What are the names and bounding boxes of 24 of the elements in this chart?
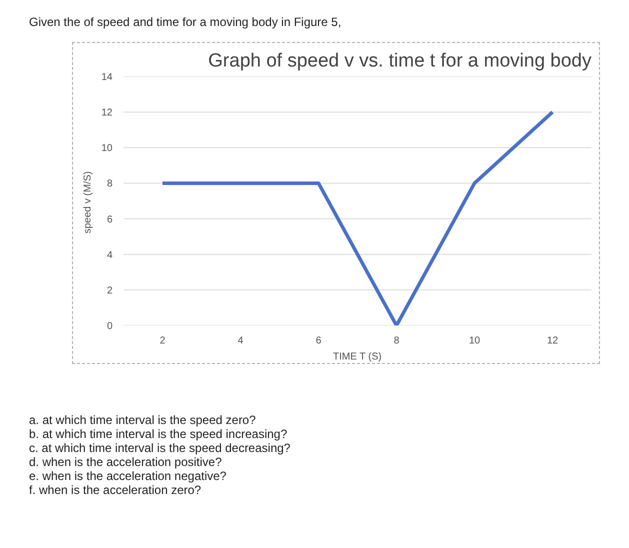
chart-title: Graph of speed v vs. time t for a moving body bbox=[208, 50, 592, 72]
x-tick-label: 12 bbox=[546, 336, 558, 346]
y-tick-label: 4 bbox=[106, 250, 113, 261]
text: e. when is the acceleration negative? bbox=[29, 469, 226, 483]
x-tick-label: 10 bbox=[468, 336, 480, 346]
x-tick-label: 8 bbox=[394, 336, 400, 346]
x-axis-title: TIME T (S) bbox=[333, 352, 382, 362]
y-tick-label: 2 bbox=[106, 285, 113, 296]
y-tick-label: 12 bbox=[101, 108, 113, 119]
y-tick-label: 6 bbox=[106, 214, 113, 226]
text: Given the of speed and time for a moving body in Figure 5, bbox=[29, 15, 342, 29]
y-tick-label: 14 bbox=[101, 72, 113, 83]
x-tick-label: 2 bbox=[160, 336, 166, 346]
y-axis-title: speed v (M/S) bbox=[82, 171, 94, 234]
y-tick-label: 8 bbox=[106, 178, 113, 190]
text: a. at which time interval is the speed zero? bbox=[29, 413, 256, 427]
x-tick-label: 4 bbox=[238, 336, 244, 346]
y-tick-label: 0 bbox=[106, 321, 113, 332]
text: b. at which time interval is the speed increasing? bbox=[29, 427, 288, 441]
text: d. when is the acceleration positive? bbox=[29, 455, 222, 469]
text: f. when is the acceleration zero? bbox=[29, 483, 202, 497]
y-tick-label: 10 bbox=[101, 143, 113, 154]
text: c. at which time interval is the speed decreasing? bbox=[29, 441, 290, 455]
x-tick-label: 6 bbox=[316, 336, 322, 346]
